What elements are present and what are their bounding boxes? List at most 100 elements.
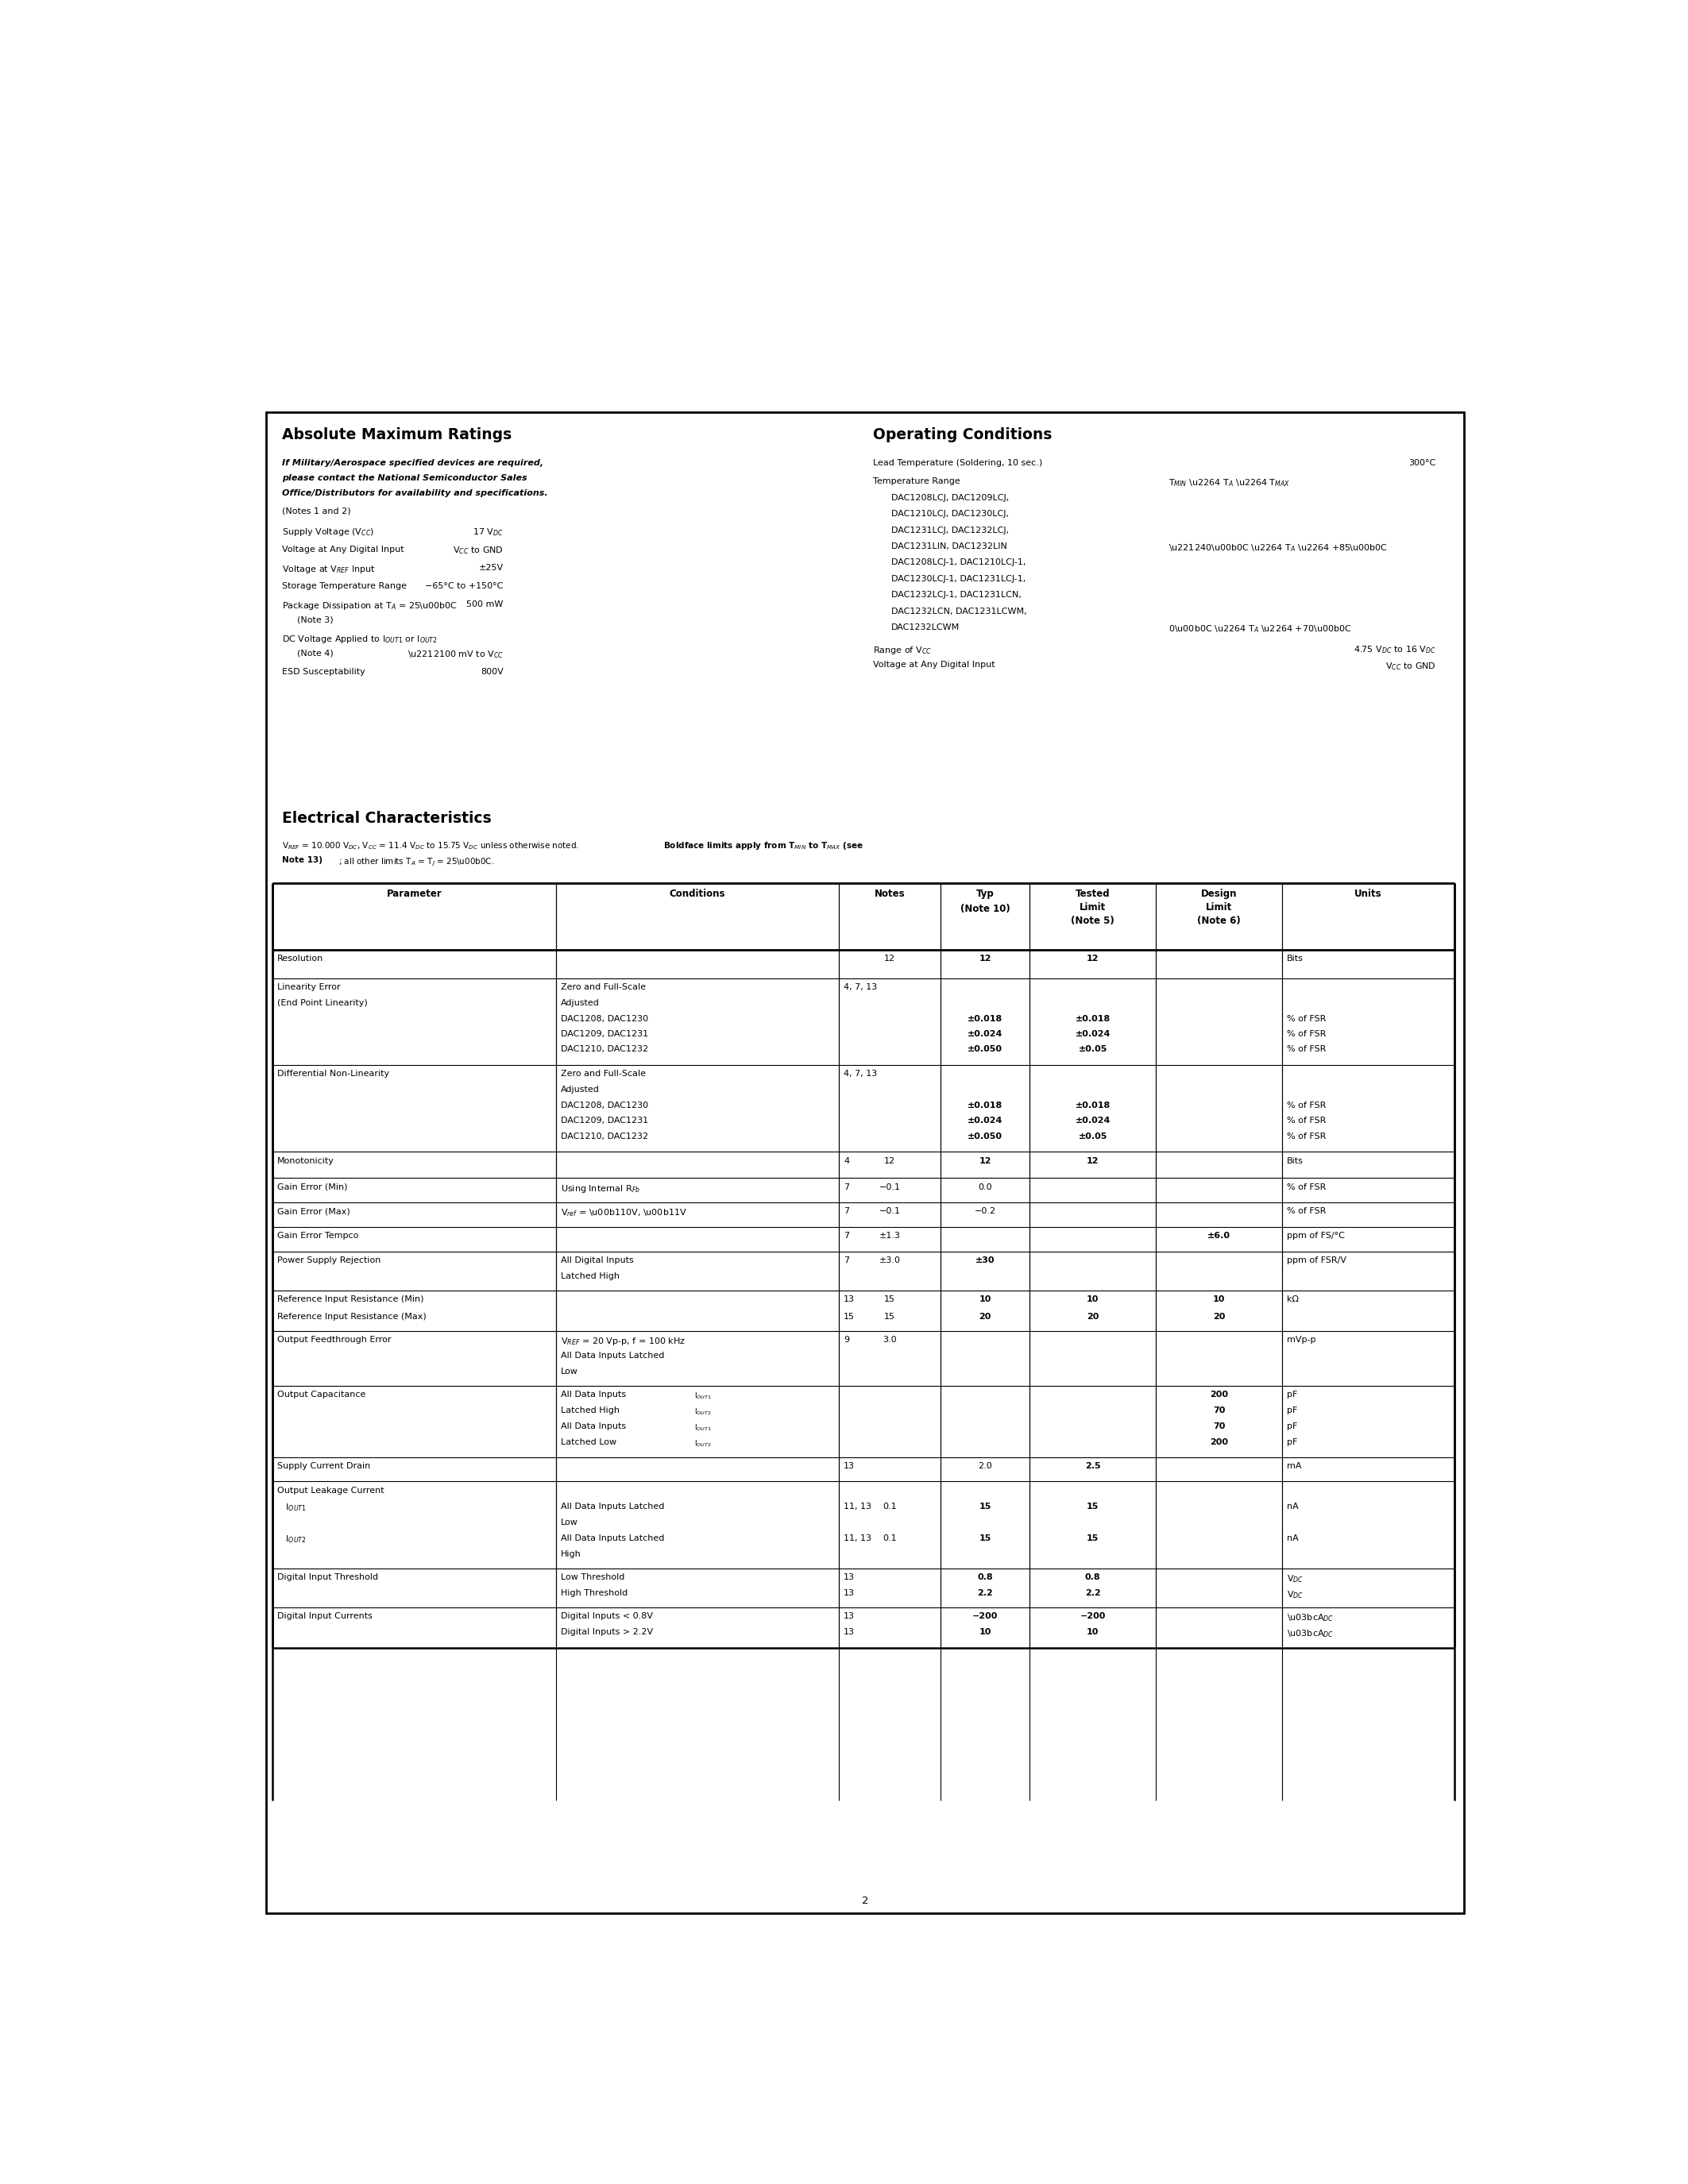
Text: Using Internal R$_{Fb}$: Using Internal R$_{Fb}$ (560, 1184, 640, 1195)
Text: V$_{CC}$ to GND: V$_{CC}$ to GND (452, 546, 503, 557)
Text: DAC1209, DAC1231: DAC1209, DAC1231 (560, 1116, 648, 1125)
Text: 2.2: 2.2 (1085, 1590, 1101, 1597)
Text: 12: 12 (1087, 954, 1099, 963)
Text: DAC1230LCJ-1, DAC1231LCJ-1,: DAC1230LCJ-1, DAC1231LCJ-1, (891, 574, 1026, 583)
Text: Differential Non-Linearity: Differential Non-Linearity (277, 1070, 390, 1079)
Text: Bits: Bits (1288, 954, 1303, 963)
Text: ±0.05: ±0.05 (1079, 1046, 1107, 1053)
Text: 7: 7 (844, 1208, 849, 1216)
Text: Low: Low (560, 1518, 577, 1527)
Text: Latched Low: Latched Low (560, 1439, 616, 1446)
Text: Voltage at V$_{REF}$ Input: Voltage at V$_{REF}$ Input (282, 563, 375, 574)
Text: Adjusted: Adjusted (560, 998, 599, 1007)
Text: 17 V$_{DC}$: 17 V$_{DC}$ (473, 526, 503, 537)
Text: Adjusted: Adjusted (560, 1085, 599, 1094)
Text: 2.2: 2.2 (977, 1590, 993, 1597)
Text: ±1.3: ±1.3 (879, 1232, 900, 1241)
Text: ; all other limits T$_A$ = T$_J$ = 25\u00b0C.: ; all other limits T$_A$ = T$_J$ = 25\u0… (338, 856, 495, 867)
Text: % of FSR: % of FSR (1288, 1101, 1327, 1109)
Text: Digital Inputs > 2.2V: Digital Inputs > 2.2V (560, 1629, 653, 1636)
Text: Power Supply Rejection: Power Supply Rejection (277, 1256, 381, 1265)
Text: (Notes 1 and 2): (Notes 1 and 2) (282, 507, 351, 515)
Text: 2: 2 (863, 1896, 869, 1907)
Text: 13: 13 (844, 1295, 856, 1304)
Text: % of FSR: % of FSR (1288, 1184, 1327, 1190)
Text: 13: 13 (844, 1572, 856, 1581)
Text: 200: 200 (1210, 1391, 1229, 1400)
Text: mVp-p: mVp-p (1288, 1337, 1317, 1343)
Text: ±25V: ±25V (479, 563, 503, 572)
Text: DAC1208LCJ-1, DAC1210LCJ-1,: DAC1208LCJ-1, DAC1210LCJ-1, (891, 559, 1026, 566)
Text: ±0.024: ±0.024 (967, 1031, 1003, 1037)
Text: V$_{DC}$: V$_{DC}$ (1288, 1590, 1303, 1601)
Text: % of FSR: % of FSR (1288, 1116, 1327, 1125)
Text: −0.2: −0.2 (974, 1208, 996, 1216)
Text: Zero and Full-Scale: Zero and Full-Scale (560, 983, 647, 992)
Text: ±0.050: ±0.050 (967, 1131, 1003, 1140)
Text: 15: 15 (844, 1313, 856, 1321)
Text: 0.1: 0.1 (883, 1503, 896, 1509)
Text: ±0.018: ±0.018 (1075, 1016, 1111, 1022)
Text: −200: −200 (972, 1612, 998, 1621)
Text: \u03bcA$_{DC}$: \u03bcA$_{DC}$ (1288, 1629, 1334, 1640)
Text: pF: pF (1288, 1422, 1298, 1431)
Text: All Digital Inputs: All Digital Inputs (560, 1256, 633, 1265)
Text: −65°C to +150°C: −65°C to +150°C (425, 581, 503, 590)
Text: 7: 7 (844, 1256, 849, 1265)
Text: −0.1: −0.1 (879, 1184, 900, 1190)
Text: Tested: Tested (1075, 889, 1111, 900)
Text: 4, 7, 13: 4, 7, 13 (844, 1070, 878, 1079)
Text: (Note 3): (Note 3) (297, 616, 334, 622)
Text: DAC1231LIN, DAC1232LIN: DAC1231LIN, DAC1232LIN (891, 542, 1008, 550)
Text: (Note 4): (Note 4) (297, 649, 334, 657)
Text: Units: Units (1354, 889, 1382, 900)
Text: Electrical Characteristics: Electrical Characteristics (282, 810, 491, 826)
Text: DAC1210, DAC1232: DAC1210, DAC1232 (560, 1131, 648, 1140)
Text: Voltage at Any Digital Input: Voltage at Any Digital Input (282, 546, 403, 553)
Text: DAC1208, DAC1230: DAC1208, DAC1230 (560, 1101, 648, 1109)
Text: Voltage at Any Digital Input: Voltage at Any Digital Input (873, 662, 994, 668)
Text: I$_{OUT2}$: I$_{OUT2}$ (694, 1406, 711, 1417)
Text: V$_{DC}$: V$_{DC}$ (1288, 1572, 1303, 1583)
Text: Zero and Full-Scale: Zero and Full-Scale (560, 1070, 647, 1079)
Text: High Threshold: High Threshold (560, 1590, 628, 1597)
Text: (End Point Linearity): (End Point Linearity) (277, 998, 368, 1007)
Text: 20: 20 (1214, 1313, 1225, 1321)
Text: 4.75 V$_{DC}$ to 16 V$_{DC}$: 4.75 V$_{DC}$ to 16 V$_{DC}$ (1354, 644, 1436, 655)
Text: 2.5: 2.5 (1085, 1461, 1101, 1470)
Text: Low Threshold: Low Threshold (560, 1572, 625, 1581)
Text: Bits: Bits (1288, 1158, 1303, 1164)
Text: ±6.0: ±6.0 (1207, 1232, 1231, 1241)
Text: 15: 15 (979, 1503, 991, 1509)
Text: V$_{CC}$ to GND: V$_{CC}$ to GND (1386, 662, 1436, 673)
Text: 20: 20 (1087, 1313, 1099, 1321)
Text: I$_{OUT1}$: I$_{OUT1}$ (694, 1391, 711, 1400)
Text: −200: −200 (1080, 1612, 1106, 1621)
Text: (Note 10): (Note 10) (960, 904, 1009, 913)
Text: ±0.050: ±0.050 (967, 1046, 1003, 1053)
Text: % of FSR: % of FSR (1288, 1046, 1327, 1053)
Text: pF: pF (1288, 1439, 1298, 1446)
Text: Note 13): Note 13) (282, 856, 322, 865)
Text: I$_{OUT2}$: I$_{OUT2}$ (277, 1533, 307, 1544)
Text: 12: 12 (979, 1158, 991, 1164)
Text: Package Dissipation at T$_A$ = 25\u00b0C: Package Dissipation at T$_A$ = 25\u00b0C (282, 601, 457, 612)
Text: ±0.024: ±0.024 (967, 1116, 1003, 1125)
Text: All Data Inputs Latched: All Data Inputs Latched (560, 1352, 665, 1361)
Text: 15: 15 (1087, 1503, 1099, 1509)
Text: DAC1208, DAC1230: DAC1208, DAC1230 (560, 1016, 648, 1022)
Text: Resolution: Resolution (277, 954, 324, 963)
Text: DC Voltage Applied to I$_{OUT1}$ or I$_{OUT2}$: DC Voltage Applied to I$_{OUT1}$ or I$_{… (282, 633, 437, 644)
Text: 10: 10 (1087, 1629, 1099, 1636)
Text: Conditions: Conditions (670, 889, 726, 900)
Text: 10: 10 (1214, 1295, 1225, 1304)
Text: Reference Input Resistance (Max): Reference Input Resistance (Max) (277, 1313, 427, 1321)
Text: Low: Low (560, 1367, 577, 1376)
Text: ±0.024: ±0.024 (1075, 1116, 1111, 1125)
Text: 13: 13 (844, 1629, 856, 1636)
Text: Supply Voltage (V$_{CC}$): Supply Voltage (V$_{CC}$) (282, 526, 375, 537)
Text: −0.1: −0.1 (879, 1208, 900, 1216)
Text: Typ: Typ (976, 889, 994, 900)
Text: Gain Error (Min): Gain Error (Min) (277, 1184, 348, 1190)
Text: 0.1: 0.1 (883, 1533, 896, 1542)
